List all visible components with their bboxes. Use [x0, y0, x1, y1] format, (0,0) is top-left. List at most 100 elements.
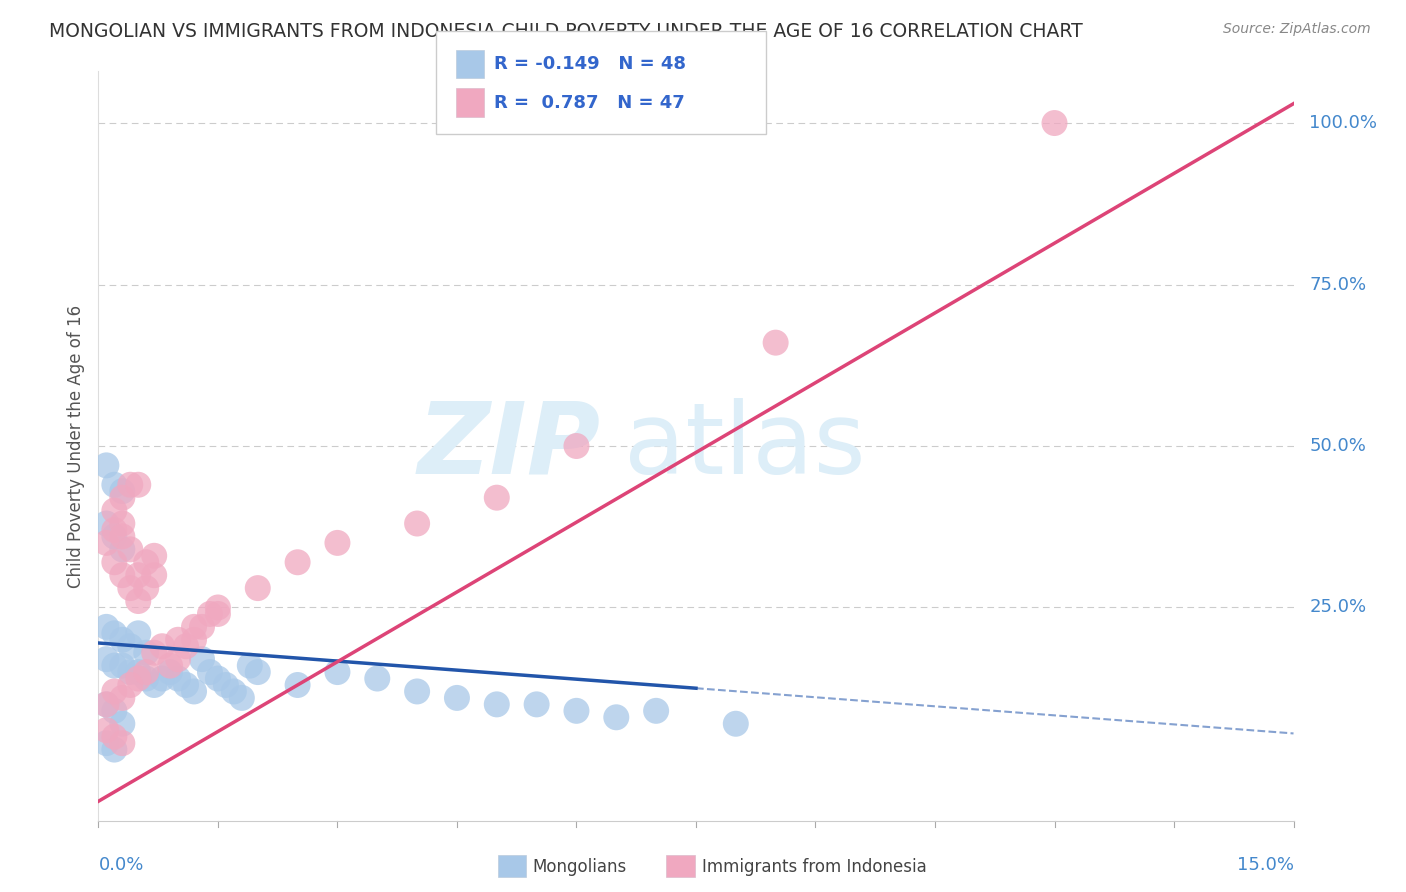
Point [207, 600, 229, 615]
Point [174, 678, 197, 692]
Point [111, 484, 134, 499]
Point [159, 665, 181, 679]
Point [96, 620, 118, 634]
Point [143, 678, 166, 692]
Text: 0.0%: 0.0% [98, 856, 143, 874]
Point [103, 730, 125, 744]
Point [446, 690, 468, 705]
Point [406, 684, 429, 698]
Point [191, 620, 214, 634]
Point [366, 672, 388, 686]
Point [96, 723, 118, 738]
Point [120, 581, 142, 595]
Point [103, 523, 125, 537]
Point [111, 529, 134, 543]
Point [183, 632, 205, 647]
Point [724, 716, 747, 731]
Point [96, 516, 118, 531]
Point [135, 665, 157, 679]
Point [174, 639, 197, 653]
Point [103, 704, 125, 718]
Point [246, 581, 269, 595]
Point [96, 698, 118, 712]
Text: 15.0%: 15.0% [1236, 856, 1294, 874]
Point [143, 646, 166, 660]
Point [287, 555, 309, 569]
Point [103, 742, 125, 756]
Point [207, 607, 229, 621]
Point [111, 736, 134, 750]
Point [103, 626, 125, 640]
Point [526, 698, 548, 712]
Point [127, 477, 149, 491]
Point [326, 665, 349, 679]
Point [135, 581, 157, 595]
Point [103, 684, 125, 698]
Point [406, 516, 429, 531]
Point [246, 665, 269, 679]
Point [135, 672, 157, 686]
Point [222, 684, 245, 698]
Point [111, 690, 134, 705]
Point [183, 620, 205, 634]
Point [135, 646, 157, 660]
Text: 75.0%: 75.0% [1309, 276, 1367, 293]
Point [167, 632, 190, 647]
Point [120, 678, 142, 692]
Point [150, 639, 173, 653]
Point [485, 698, 508, 712]
Point [143, 549, 166, 563]
Text: Immigrants from Indonesia: Immigrants from Indonesia [702, 858, 927, 876]
Point [645, 704, 668, 718]
Point [150, 672, 173, 686]
Point [96, 698, 118, 712]
Point [183, 684, 205, 698]
Point [239, 658, 262, 673]
Text: R =  0.787   N = 47: R = 0.787 N = 47 [494, 94, 685, 112]
Point [103, 658, 125, 673]
Point [198, 665, 221, 679]
Text: 50.0%: 50.0% [1309, 437, 1367, 455]
Point [127, 665, 149, 679]
Point [565, 704, 588, 718]
Point [127, 672, 149, 686]
Text: atlas: atlas [624, 398, 866, 494]
Point [287, 678, 309, 692]
Point [127, 594, 149, 608]
Point [215, 678, 238, 692]
Point [111, 658, 134, 673]
Point [103, 555, 125, 569]
Point [96, 458, 118, 473]
Point [207, 672, 229, 686]
Point [485, 491, 508, 505]
Point [765, 335, 787, 350]
Text: 25.0%: 25.0% [1309, 599, 1367, 616]
Text: MONGOLIAN VS IMMIGRANTS FROM INDONESIA CHILD POVERTY UNDER THE AGE OF 16 CORRELA: MONGOLIAN VS IMMIGRANTS FROM INDONESIA C… [49, 22, 1083, 41]
Point [565, 439, 588, 453]
Point [111, 491, 134, 505]
Text: ZIP: ZIP [418, 398, 600, 494]
Text: Mongolians: Mongolians [533, 858, 627, 876]
Point [96, 652, 118, 666]
Point [111, 716, 134, 731]
Text: Source: ZipAtlas.com: Source: ZipAtlas.com [1223, 22, 1371, 37]
Point [96, 736, 118, 750]
Point [167, 652, 190, 666]
Point [326, 536, 349, 550]
Point [111, 632, 134, 647]
Point [103, 477, 125, 491]
Text: R = -0.149   N = 48: R = -0.149 N = 48 [494, 55, 686, 73]
Point [143, 568, 166, 582]
Text: 100.0%: 100.0% [1309, 114, 1378, 132]
Point [120, 665, 142, 679]
Point [120, 542, 142, 557]
Point [120, 477, 142, 491]
Point [96, 536, 118, 550]
Point [191, 652, 214, 666]
Point [103, 503, 125, 517]
Point [159, 658, 181, 673]
Point [103, 529, 125, 543]
Y-axis label: Child Poverty Under the Age of 16: Child Poverty Under the Age of 16 [66, 304, 84, 588]
Point [111, 516, 134, 531]
Point [120, 639, 142, 653]
